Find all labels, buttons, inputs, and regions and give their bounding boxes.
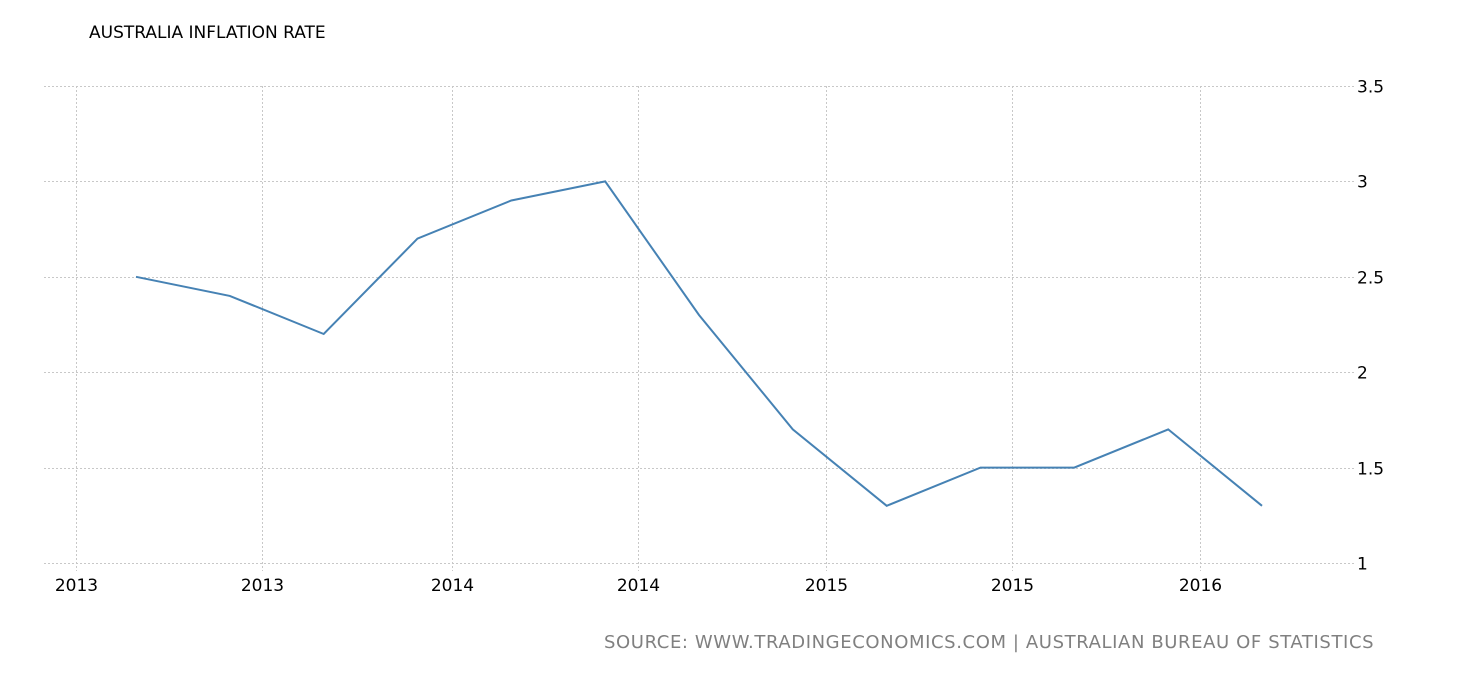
x-tick-label: 2015 [805,576,848,596]
x-tick-label: 2013 [55,576,98,596]
x-tick-label: 2014 [431,576,474,596]
grid-lines [44,86,1355,571]
chart-title: AUSTRALIA INFLATION RATE [89,23,326,43]
x-axis-labels: 2013 2013 2014 2014 2015 2015 2016 [55,576,1222,596]
x-tick-label: 2014 [617,576,660,596]
y-axis-labels: 3.5 3 2.5 2 1.5 1 [1357,78,1384,575]
inflation-rate-line [135,180,1263,507]
x-tick-label: 2016 [1179,576,1222,596]
y-tick-label: 2.5 [1357,269,1384,289]
y-tick-label: 2 [1357,364,1368,384]
source-attribution: SOURCE: WWW.TRADINGECONOMICS.COM | AUSTR… [604,632,1375,653]
x-tick-label: 2013 [241,576,284,596]
y-tick-label: 1.5 [1357,460,1384,480]
y-tick-label: 1 [1357,555,1368,575]
y-tick-label: 3.5 [1357,78,1384,98]
x-tick-label: 2015 [991,576,1034,596]
y-tick-label: 3 [1357,173,1368,193]
